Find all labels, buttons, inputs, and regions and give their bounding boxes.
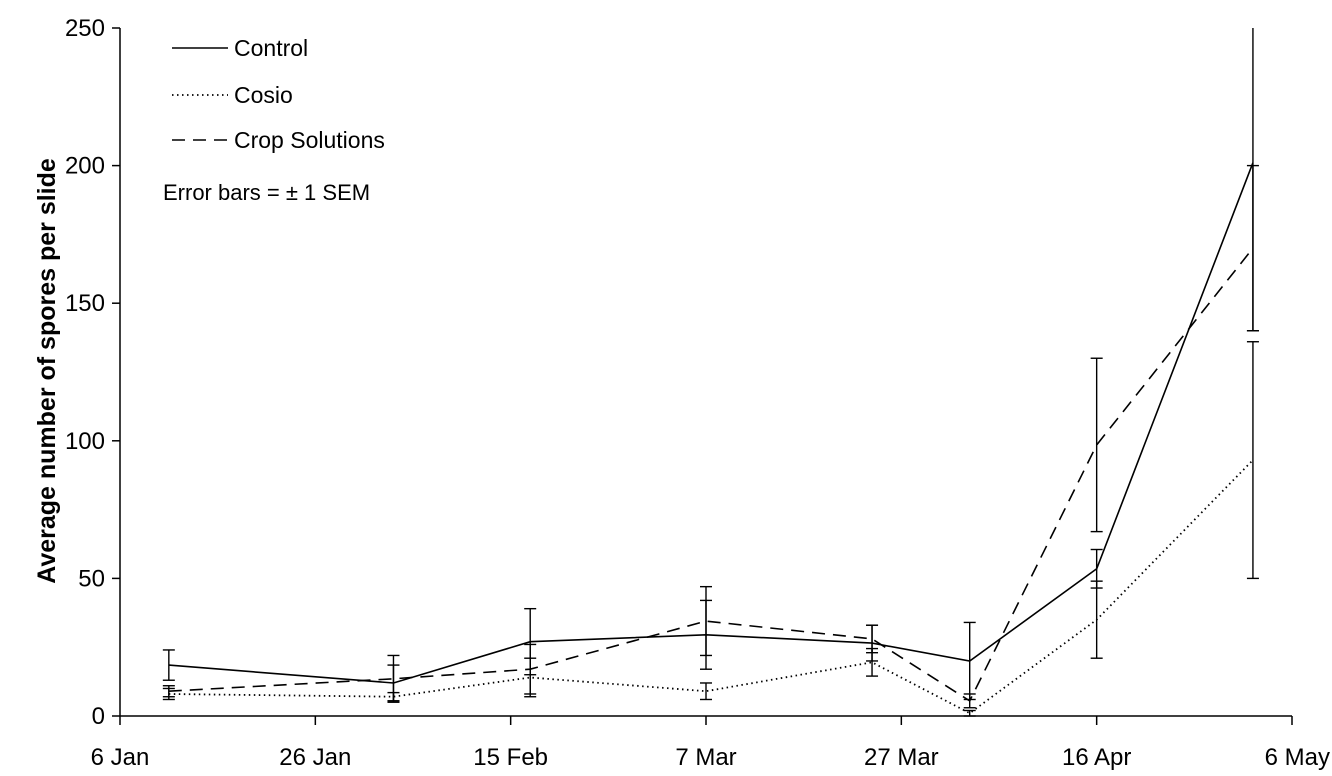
- x-tick-label: 27 Mar: [864, 744, 939, 771]
- legend: Control Cosio Crop Solutions: [172, 35, 385, 153]
- x-tick-label: 7 Mar: [675, 744, 736, 771]
- error-bar-crop-solutions: [162, 685, 175, 698]
- x-tick-label: 16 Apr: [1062, 744, 1131, 771]
- error-bar-crop-solutions: [866, 624, 879, 654]
- y-tick-label: 200: [65, 153, 105, 180]
- error-bar-crop-solutions: [963, 693, 976, 709]
- legend-label-crop-solutions: Crop Solutions: [234, 127, 385, 153]
- y-axis-title: Average number of spores per slide: [33, 158, 61, 584]
- error-bar-control: [162, 649, 175, 681]
- error-bar-crop-solutions: [1090, 357, 1103, 533]
- series-line-control: [168, 162, 1254, 684]
- error-bar-cosio: [963, 709, 976, 717]
- x-tick-label: 15 Feb: [473, 744, 548, 771]
- error-bar-crop-solutions: [700, 585, 712, 657]
- axes: [112, 27, 1293, 725]
- error-bar-crop-solutions: [524, 643, 537, 695]
- error-bar-note: Error bars = ± 1 SEM: [163, 180, 370, 205]
- x-tick-label: 6 Jan: [91, 744, 150, 771]
- legend-label-control: Control: [234, 35, 308, 61]
- x-tick-labels: 6 Jan 26 Jan 15 Feb 7 Mar 27 Mar 16 Apr 6 May: [91, 744, 1330, 771]
- error-bar-cosio: [1090, 580, 1103, 659]
- y-tick-labels: 0 50 100 150 200 250: [65, 15, 105, 730]
- error-bar-crop-solutions: [1246, 164, 1259, 332]
- error-bar-cosio: [1246, 341, 1259, 580]
- error-bar-cosio: [700, 682, 712, 701]
- x-tick-label: 26 Jan: [279, 744, 351, 771]
- y-tick-label: 100: [65, 428, 105, 455]
- error-bar-crop-solutions: [387, 654, 400, 703]
- error-bars: [162, 28, 1259, 717]
- y-tick-label: 0: [92, 703, 105, 730]
- series-line-crop-solutions: [168, 247, 1254, 703]
- legend-label-cosio: Cosio: [234, 82, 293, 108]
- y-tick-label: 250: [65, 15, 105, 42]
- x-tick-label: 6 May: [1265, 744, 1330, 771]
- y-tick-label: 150: [65, 290, 105, 317]
- series-lines: [168, 162, 1254, 715]
- y-tick-label: 50: [78, 565, 105, 592]
